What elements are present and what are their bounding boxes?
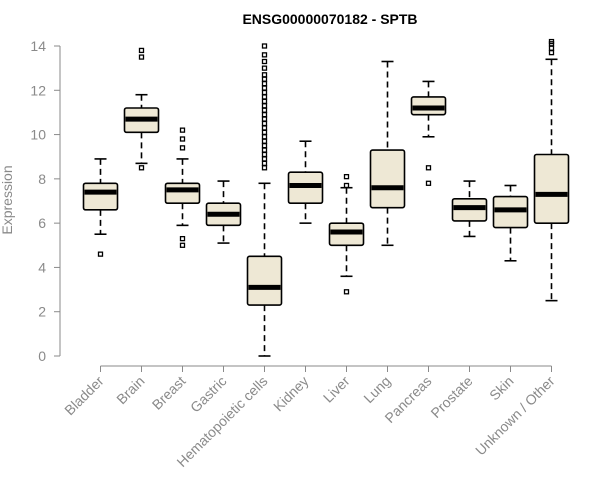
box-group-unknown-other [533, 38, 570, 302]
outlier-point [261, 94, 268, 100]
outlier-point [179, 127, 186, 133]
box-group-liver [328, 173, 365, 295]
outlier-point [179, 242, 186, 248]
outlier-point [343, 173, 350, 180]
outlier-point [261, 98, 268, 105]
box-group-bladder [82, 158, 119, 257]
plot-area [82, 38, 570, 357]
box-group-hematopoietic-cells [246, 43, 283, 357]
box-group-kidney [287, 140, 324, 224]
outlier-point [261, 107, 268, 113]
outlier-point [261, 151, 268, 158]
y-tick-label: 4 [38, 259, 46, 275]
y-tick-label: 10 [30, 127, 46, 143]
outlier-point [261, 85, 268, 91]
box-group-prostate [451, 180, 488, 238]
outlier-point [261, 142, 268, 149]
outlier-point [343, 182, 350, 189]
outlier-point [261, 120, 268, 127]
outlier-point [261, 58, 268, 65]
outlier-point [425, 165, 432, 171]
box [533, 153, 570, 224]
box [369, 149, 406, 209]
box-group-breast [164, 127, 201, 248]
outlier-point [261, 156, 268, 162]
box [164, 182, 201, 205]
outlier-point [548, 49, 555, 56]
outlier-point [425, 180, 432, 186]
outlier-point [179, 136, 186, 142]
x-tick-label: Liver [320, 373, 353, 406]
box-group-brain [123, 47, 160, 171]
outlier-point [138, 165, 145, 171]
outlier-point [261, 147, 268, 153]
y-tick-label: 12 [30, 82, 46, 98]
outlier-point [261, 52, 268, 58]
outlier-point [261, 80, 268, 87]
outlier-point [261, 134, 268, 140]
y-tick-label: 2 [38, 304, 46, 320]
chart-title: ENSG00000070182 - SPTB [242, 11, 417, 27]
y-axis-label: Expression [0, 165, 15, 234]
outlier-point [179, 235, 186, 242]
outlier-point [261, 129, 268, 136]
outlier-point [261, 111, 268, 118]
outlier-point [138, 47, 145, 54]
box [246, 255, 283, 306]
outlier-point [261, 65, 268, 71]
y-tick-label: 14 [30, 38, 46, 54]
x-tick-label: Brain [113, 373, 147, 407]
x-tick-label: Kidney [270, 373, 312, 415]
y-tick-label: 0 [38, 348, 46, 364]
y-axis: 0 2 4 6 8 10 12 14 [30, 38, 61, 364]
x-tick-label: Prostate [427, 373, 475, 421]
outlier-point [97, 251, 104, 257]
outlier-point [261, 125, 268, 131]
outlier-point [261, 72, 268, 78]
outlier-point [261, 76, 268, 82]
box-group-pancreas [410, 80, 447, 186]
x-tick-label: Breast [149, 373, 189, 413]
y-tick-label: 6 [38, 215, 46, 231]
box-group-skin [492, 184, 529, 262]
outlier-point [261, 116, 268, 122]
box-group-lung [369, 60, 406, 247]
x-tick-label: Skin [486, 373, 517, 404]
x-tick-label: Lung [360, 373, 393, 406]
outlier-point [261, 160, 268, 167]
outlier-point [261, 89, 268, 96]
outlier-point [343, 289, 350, 295]
box [82, 182, 119, 211]
x-tick-label: Bladder [61, 373, 107, 419]
outlier-point [261, 43, 268, 49]
outlier-point [138, 54, 145, 60]
outlier-point [261, 165, 268, 171]
y-tick-label: 8 [38, 171, 46, 187]
outlier-point [179, 145, 186, 151]
outlier-point [261, 138, 268, 144]
outlier-point [548, 38, 555, 45]
box-group-gastric [205, 180, 242, 244]
outlier-point [548, 45, 555, 51]
outlier-point [261, 103, 268, 109]
